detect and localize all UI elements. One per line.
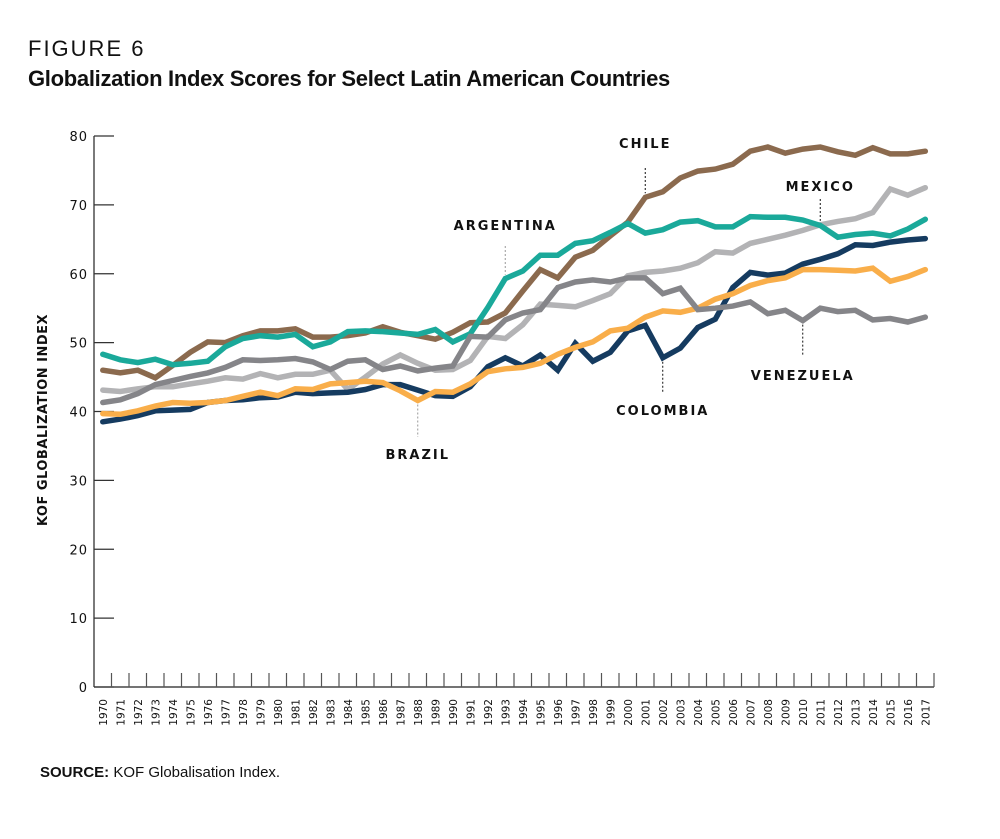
x-tick-label: 1986 (378, 699, 390, 726)
x-tick-label: 1984 (343, 699, 355, 726)
x-tick-label: 1974 (168, 699, 180, 726)
series-label-venezuela: VENEZUELA (751, 369, 855, 384)
x-tick-label: 2001 (640, 699, 652, 726)
y-axis-label: KOF GLOBALIZATION INDEX (36, 314, 51, 526)
x-tick-label: 1991 (465, 699, 477, 726)
x-tick-label: 1977 (220, 699, 232, 726)
x-tick-label: 1998 (588, 699, 600, 726)
x-tick-label: 1983 (325, 699, 337, 726)
x-tick-label: 2004 (693, 699, 705, 726)
series-line-colombia (100, 235, 929, 425)
series-line-venezuela (100, 275, 929, 406)
x-tick-label: 1978 (238, 699, 250, 726)
x-tick-label: 2005 (710, 699, 722, 726)
source-note: SOURCE: KOF Globalisation Index. (40, 764, 280, 781)
x-tick-label: 2015 (885, 699, 897, 726)
series-label-colombia: COLOMBIA (616, 404, 709, 419)
series-line-argentina (100, 213, 929, 368)
x-tick-label: 2006 (728, 699, 740, 726)
y-tick-label: 0 (79, 681, 88, 696)
x-tick-label: 1971 (115, 699, 127, 726)
x-tick-label: 1996 (553, 699, 565, 726)
x-tick-label: 2008 (763, 699, 775, 726)
series-label-argentina: ARGENTINA (454, 219, 557, 234)
x-tick-label: 2014 (868, 699, 880, 726)
y-tick-label: 10 (69, 612, 88, 627)
x-tick-label: 2003 (675, 699, 687, 726)
annotation-layer: CHILE MEXICO ARGENTINA COLOMBIA BRAZIL VENEZU… (385, 137, 855, 463)
x-tick-label: 2013 (850, 699, 862, 726)
series-line-mexico (100, 184, 929, 395)
x-tick-label: 1992 (483, 699, 495, 726)
x-tick-label: 2000 (623, 699, 635, 726)
chart-title: Globalization Index Scores for Select La… (28, 66, 670, 91)
figure-label: FIGURE 6 (28, 36, 146, 61)
y-tick-label: 70 (69, 199, 88, 214)
series-label-chile: CHILE (619, 137, 671, 152)
x-tick-label: 2017 (920, 699, 932, 726)
x-tick-label: 1975 (185, 699, 197, 726)
y-tick-label: 50 (69, 337, 88, 352)
x-tick-label: 1981 (290, 699, 302, 726)
x-tick-label: 1976 (203, 699, 215, 726)
y-tick-label: 60 (69, 268, 88, 283)
x-tick-label: 2012 (833, 699, 845, 726)
x-tick-label: 1972 (133, 699, 145, 726)
source-prefix: SOURCE: (40, 764, 110, 781)
y-tick-label: 30 (69, 474, 88, 489)
source-text: KOF Globalisation Index. (109, 764, 281, 781)
x-tick-label: 1973 (150, 699, 162, 726)
series-line-brazil (100, 265, 929, 418)
x-tick-label: 1988 (413, 699, 425, 726)
x-tick-label: 1993 (500, 699, 512, 726)
x-tick-label: 1989 (430, 699, 442, 726)
x-tick-label: 1979 (255, 699, 267, 726)
x-tick-label: 2011 (815, 699, 827, 726)
x-tick-label: 1990 (448, 699, 460, 726)
x-tick-label: 2007 (745, 699, 757, 726)
series-label-brazil: BRAZIL (385, 448, 450, 463)
axes: 0 10 20 30 40 50 60 70 80 1970 1971 1972 1973 1974 197… (69, 130, 935, 726)
x-tick-label: 1994 (518, 699, 530, 726)
x-tick-label: 1997 (570, 699, 582, 726)
series-label-mexico: MEXICO (786, 180, 855, 195)
series-layer (100, 144, 929, 425)
x-tick-label: 2009 (780, 699, 792, 726)
x-tick-label: 1980 (273, 699, 285, 726)
x-tick-label: 2002 (658, 699, 670, 726)
y-tick-label: 80 (69, 130, 88, 145)
x-tick-label: 2016 (903, 699, 915, 726)
x-tick-label: 1970 (98, 699, 110, 726)
x-tick-label: 1995 (535, 699, 547, 726)
x-tick-label: 1987 (395, 699, 407, 726)
x-tick-label: 1985 (360, 699, 372, 726)
y-tick-label: 40 (69, 406, 88, 421)
y-tick-label: 20 (69, 543, 88, 558)
x-tick-label: 1999 (605, 699, 617, 726)
x-tick-label: 2010 (798, 699, 810, 726)
x-tick-label: 1982 (308, 699, 320, 726)
